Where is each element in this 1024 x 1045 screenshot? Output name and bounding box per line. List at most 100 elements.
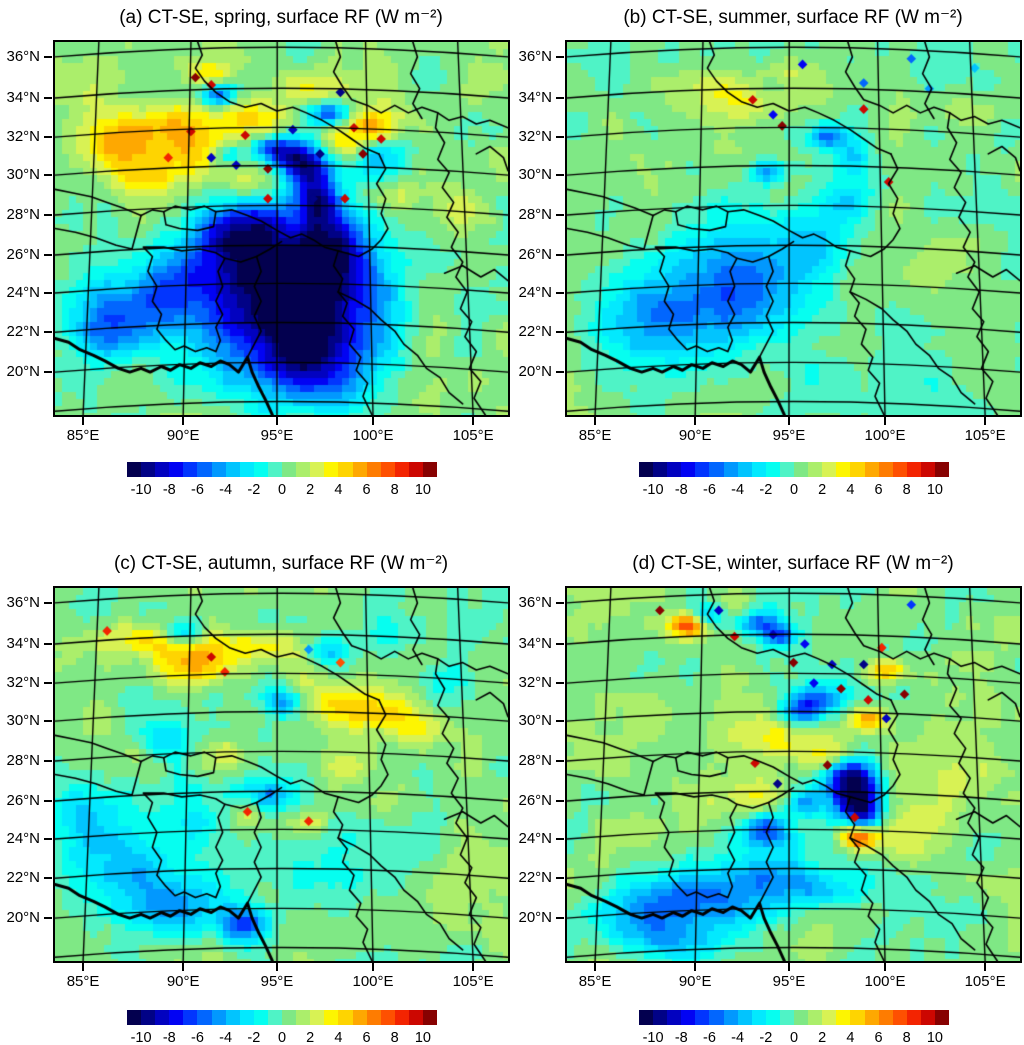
colorbar-segment	[850, 462, 865, 477]
lon-tick-label: 85°E	[66, 427, 100, 444]
lon-tick-mark	[372, 963, 374, 971]
lon-tick-label: 90°E	[678, 973, 712, 990]
lon-tick-label: 105°E	[452, 427, 494, 444]
lon-tick-mark	[884, 417, 886, 425]
lat-tick-label: 24°N	[518, 284, 552, 302]
lat-tick-label: 28°N	[6, 752, 40, 770]
lat-tick-label: 26°N	[518, 791, 552, 809]
colorbar-segment	[408, 462, 423, 477]
colorbar-segment	[141, 462, 156, 477]
lat-tick-label: 22°N	[518, 869, 552, 887]
colorbar-tick-label: -6	[191, 1030, 204, 1045]
colorbar-segment	[751, 462, 766, 477]
lon-tick-mark	[594, 963, 597, 971]
colorbar-segment	[822, 462, 837, 477]
colorbar-tick-label: -4	[219, 1030, 233, 1045]
lat-tick-mark	[44, 838, 52, 841]
colorbar-segment	[422, 462, 438, 477]
lat-tick-label: 22°N	[6, 323, 40, 341]
lat-tick-mark	[556, 799, 564, 802]
lat-tick-mark	[44, 96, 52, 99]
lon-tick-mark	[472, 417, 475, 425]
lat-tick-label: 26°N	[518, 245, 552, 263]
colorbar-segment	[127, 1010, 142, 1025]
colorbar-segment	[639, 462, 654, 477]
colorbar-segment	[765, 1010, 780, 1025]
colorbar-tick-label: 6	[874, 482, 883, 498]
colorbar-segment	[282, 462, 297, 477]
colorbar-segment	[653, 462, 668, 477]
lat-tick-label: 32°N	[518, 674, 552, 692]
lat-tick-mark	[556, 292, 564, 295]
lon-tick-label: 85°E	[578, 427, 612, 444]
lat-tick-label: 22°N	[518, 323, 552, 341]
map-canvas-autumn	[53, 586, 510, 963]
colorbar-tick-label: -10	[130, 482, 152, 498]
lat-tick-label: 28°N	[518, 752, 552, 770]
colorbar-segment	[709, 462, 724, 477]
colorbar-segment	[934, 462, 950, 477]
colorbar-tick-label: 10	[414, 1030, 431, 1045]
colorbar-tick-label: 4	[334, 1030, 343, 1045]
lat-tick-mark	[556, 601, 564, 604]
lat-tick-label: 20°N	[6, 363, 40, 381]
colorbar-segment	[253, 462, 268, 477]
lat-tick-label: 34°N	[518, 88, 552, 106]
lat-tick-label: 24°N	[6, 284, 40, 302]
colorbar-segment	[653, 1010, 668, 1025]
colorbar-segment	[808, 1010, 823, 1025]
colorbar-segment	[934, 1010, 950, 1025]
colorbar-segment	[310, 1010, 325, 1025]
lat-tick-label: 30°N	[6, 166, 40, 184]
colorbar-segment	[141, 1010, 156, 1025]
colorbar-tick-label: 8	[390, 1030, 399, 1045]
colorbar-segment	[310, 462, 325, 477]
lat-tick-label: 36°N	[6, 593, 40, 611]
colorbar-segment	[695, 1010, 710, 1025]
colorbar-segment	[723, 1010, 738, 1025]
colorbar-tick-label: 2	[818, 1030, 827, 1045]
lon-tick-mark	[182, 963, 185, 971]
lat-tick-mark	[556, 253, 564, 256]
lat-tick-mark	[556, 917, 564, 920]
lat-tick-label: 20°N	[518, 909, 552, 927]
lat-tick-label: 28°N	[6, 206, 40, 224]
lon-tick-label: 100°E	[352, 427, 394, 444]
lon-tick-mark	[787, 963, 790, 971]
lat-tick-label: 22°N	[6, 869, 40, 887]
colorbar-segment	[667, 1010, 682, 1025]
lat-tick-label: 36°N	[6, 47, 40, 65]
lon-tick-mark	[82, 963, 85, 971]
lon-tick-mark	[275, 417, 278, 425]
lat-tick-mark	[44, 877, 52, 880]
lat-tick-label: 36°N	[518, 593, 552, 611]
lon-tick-mark	[884, 963, 886, 971]
colorbar-tick-label: -2	[759, 1030, 773, 1045]
colorbar-segment	[681, 1010, 696, 1025]
colorbar-segment	[380, 462, 395, 477]
lon-tick-label: 105°E	[964, 427, 1006, 444]
lat-tick-mark	[44, 55, 52, 58]
lat-tick-mark	[44, 720, 52, 723]
lat-tick-label: 32°N	[6, 128, 40, 146]
lat-tick-mark	[44, 601, 52, 604]
lat-tick-mark	[44, 331, 52, 334]
colorbar-segment	[225, 1010, 240, 1025]
lon-tick-mark	[472, 963, 475, 971]
lat-tick-mark	[44, 799, 52, 802]
colorbar-segment	[197, 462, 212, 477]
colorbar-segment	[253, 1010, 268, 1025]
colorbar-segment	[836, 1010, 851, 1025]
colorbar-segment	[709, 1010, 724, 1025]
lat-tick-label: 30°N	[518, 166, 552, 184]
lat-tick-mark	[44, 917, 52, 920]
lat-tick-mark	[44, 371, 52, 374]
lat-tick-mark	[556, 174, 564, 177]
panel-title-b: (b) CT-SE, summer, surface RF (W m⁻²)	[623, 7, 963, 28]
colorbar-tick-label: 8	[902, 1030, 911, 1045]
lat-tick-mark	[556, 760, 564, 763]
lat-tick-mark	[556, 371, 564, 374]
lat-tick-mark	[44, 253, 52, 256]
colorbar-tick-label: 4	[846, 1030, 855, 1045]
